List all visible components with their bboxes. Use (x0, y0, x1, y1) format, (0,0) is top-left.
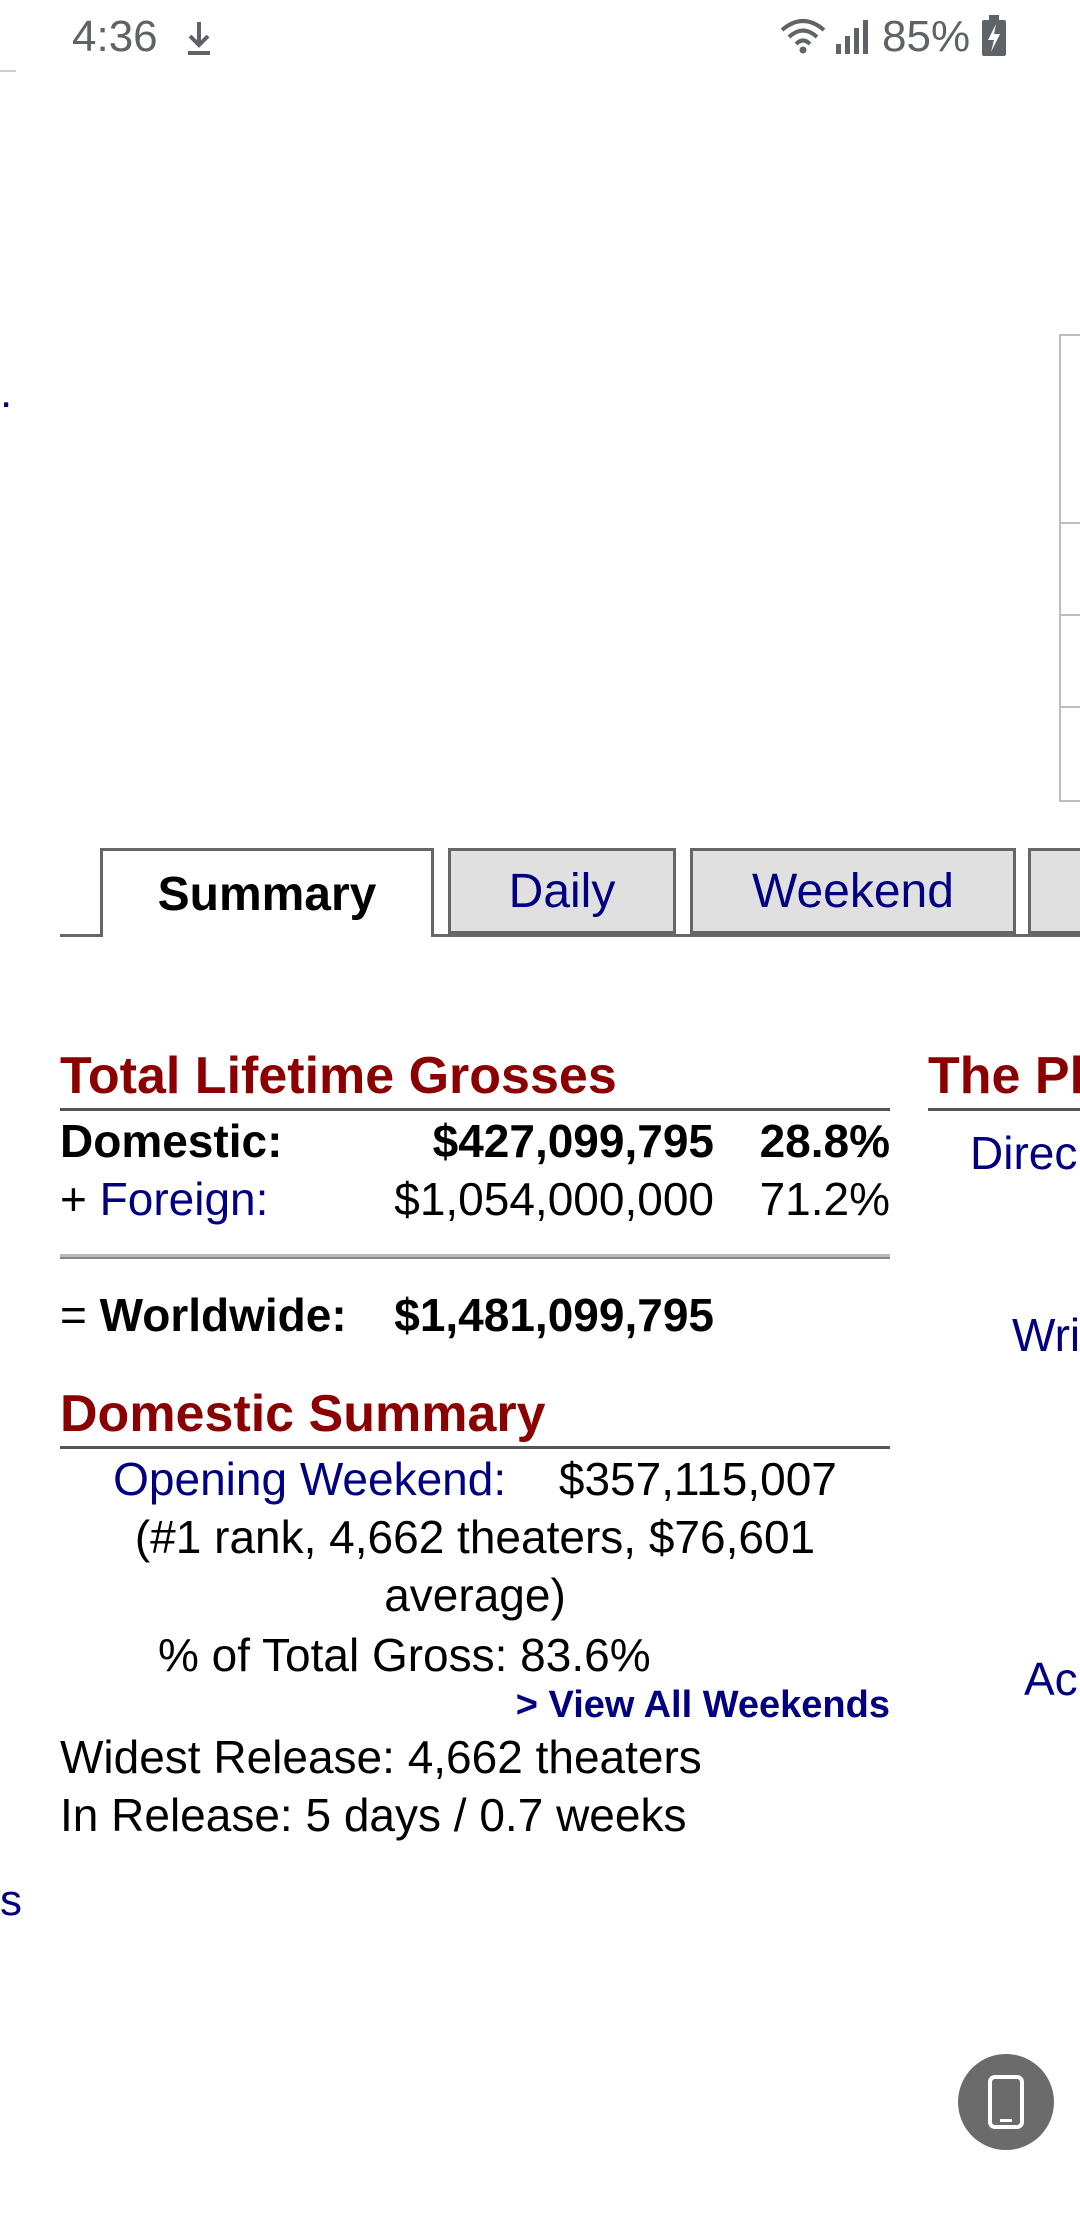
opening-weekend-line: Opening Weekend: $357,115,007 (60, 1452, 890, 1506)
right-box-divider (1059, 522, 1080, 524)
phone-icon (988, 2075, 1024, 2129)
tab-weekend[interactable]: Weekend (690, 848, 1016, 934)
right-box-divider (1059, 706, 1080, 708)
view-all-weekends-link[interactable]: > View All Weekends (515, 1684, 890, 1726)
domestic-amount: $427,099,795 (432, 1115, 714, 1167)
status-bar: 4:36 85% (0, 0, 1080, 76)
foreign-percent: 71.2% (759, 1173, 890, 1225)
edge-link-fragment[interactable]: s (0, 1876, 22, 1925)
right-info-box (1059, 334, 1080, 802)
status-time: 4:36 (72, 12, 158, 61)
tab-daily[interactable]: Daily (448, 848, 676, 934)
foreign-label-group: + Foreign: (60, 1172, 268, 1226)
right-box-divider (1059, 614, 1080, 616)
tab-summary[interactable]: Summary (100, 848, 434, 937)
tab-weekend-label: Weekend (752, 864, 954, 918)
actor-fragment[interactable]: Ac (1024, 1653, 1078, 1705)
widest-release: Widest Release: 4,662 theaters (60, 1731, 702, 1783)
right-heading-rule (928, 1108, 1080, 1111)
worldwide-prefix: = (60, 1289, 100, 1341)
wifi-icon (780, 19, 826, 54)
foreign-row: + Foreign: $1,054,000,000 71.2% (60, 1172, 890, 1230)
tab-next-partial[interactable] (1028, 848, 1080, 934)
pct-total-gross: % of Total Gross: 83.6% (158, 1629, 651, 1681)
worldwide-label-group: = Worldwide: (60, 1288, 347, 1342)
battery-percentage: 85% (882, 12, 971, 61)
domestic-percent: 28.8% (759, 1115, 890, 1167)
worldwide-row: = Worldwide: $1,481,099,795 (60, 1288, 890, 1346)
edge-text-fragment: . (0, 368, 13, 417)
writer-fragment[interactable]: Wri (1012, 1309, 1080, 1361)
opening-weekend-amount: $357,115,007 (558, 1453, 837, 1505)
domestic-label: Domestic: (60, 1115, 283, 1167)
in-release: In Release: 5 days / 0.7 weeks (60, 1789, 687, 1841)
battery-charging-icon (982, 15, 1006, 56)
page-edge-line (0, 70, 16, 72)
heading-rule (60, 1446, 890, 1449)
opening-weekend-link[interactable]: Opening Weekend: (113, 1453, 507, 1505)
worldwide-label: Worldwide: (99, 1289, 347, 1341)
players-heading-fragment: The Pl (928, 1047, 1080, 1105)
domestic-summary-heading: Domestic Summary (60, 1385, 546, 1443)
foreign-prefix: + (60, 1173, 100, 1225)
opening-detail-line-1: (#1 rank, 4,662 theaters, $76,601 (134, 1511, 816, 1563)
tab-baseline (60, 934, 1080, 937)
worldwide-amount: $1,481,099,795 (394, 1289, 714, 1341)
worldwide-rule (60, 1254, 890, 1259)
download-icon (188, 22, 210, 55)
lifetime-grosses-heading: Total Lifetime Grosses (60, 1047, 617, 1105)
rotate-screen-button[interactable] (958, 2054, 1054, 2150)
tab-daily-label: Daily (508, 864, 616, 918)
foreign-amount: $1,054,000,000 (394, 1173, 714, 1225)
foreign-link[interactable]: Foreign: (99, 1173, 269, 1225)
domestic-row: Domestic: $427,099,795 28.8% (60, 1114, 890, 1172)
opening-detail-line-2: average) (384, 1569, 566, 1621)
signal-icon (836, 20, 868, 54)
tab-summary-label: Summary (157, 867, 377, 921)
heading-rule (60, 1108, 890, 1111)
director-fragment[interactable]: Direc (970, 1127, 1078, 1179)
